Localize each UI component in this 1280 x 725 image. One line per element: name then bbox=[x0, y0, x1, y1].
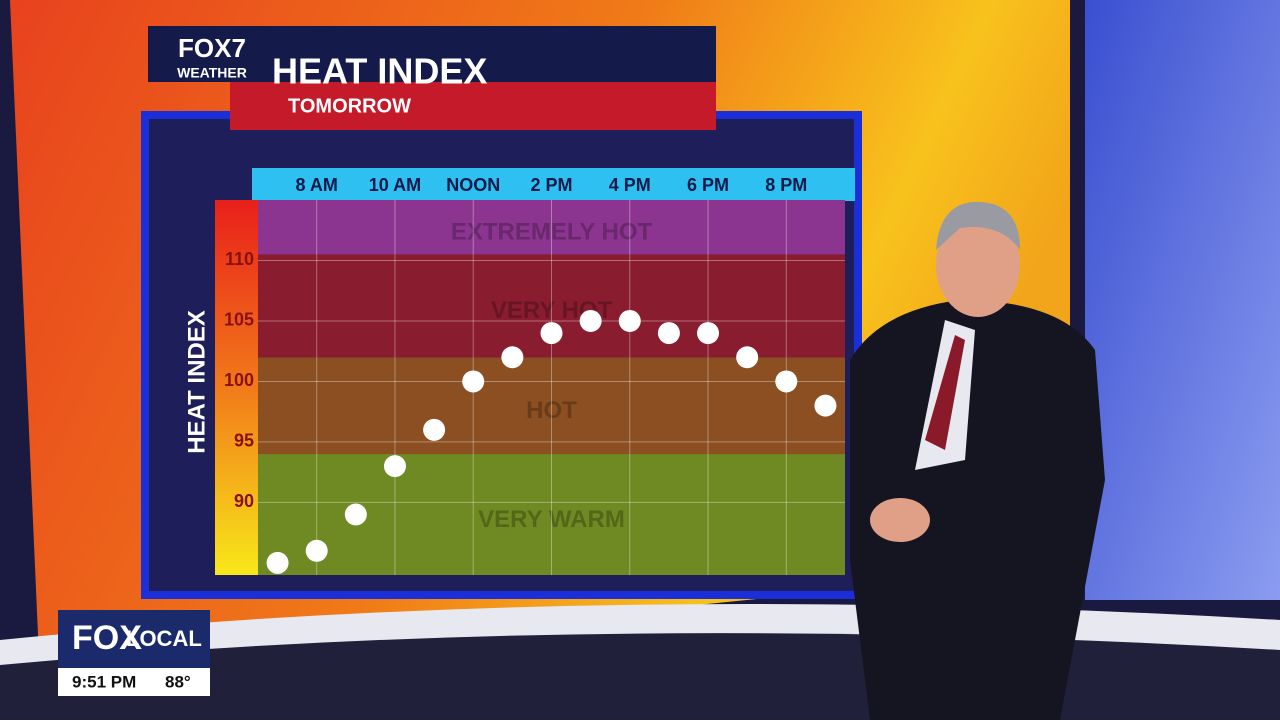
x-tick-label: 10 AM bbox=[369, 175, 421, 195]
zone-label: HOT bbox=[526, 397, 577, 424]
zone-label: EXTREMELY HOT bbox=[451, 219, 653, 246]
bug-bottom bbox=[58, 668, 210, 696]
bug-time: 9:51 PM bbox=[72, 672, 136, 691]
x-tick-label: 2 PM bbox=[530, 175, 572, 195]
side-screen bbox=[1085, 0, 1280, 600]
x-tick-label: 8 PM bbox=[765, 175, 807, 195]
y-tick-label: 90 bbox=[234, 491, 254, 511]
title-bar bbox=[148, 26, 716, 82]
point bbox=[814, 394, 837, 417]
chart-subtitle: TOMORROW bbox=[288, 95, 411, 117]
subtitle-bar bbox=[230, 82, 716, 130]
y-tick-label: 110 bbox=[225, 249, 254, 269]
x-tick-label: NOON bbox=[446, 175, 500, 195]
bug-temp: 88° bbox=[165, 672, 191, 691]
y-tick-label: 105 bbox=[224, 310, 254, 330]
point bbox=[736, 346, 759, 369]
y-tick-label: 100 bbox=[224, 370, 254, 390]
x-tick-label: 8 AM bbox=[296, 175, 338, 195]
point bbox=[383, 455, 406, 478]
point bbox=[697, 322, 720, 345]
bug-brand: FOX bbox=[72, 619, 142, 657]
point bbox=[305, 539, 328, 562]
bug-sub: LOCAL bbox=[126, 626, 202, 651]
point bbox=[775, 370, 798, 393]
logo-sub: WEATHER bbox=[177, 65, 247, 81]
y-axis-title: HEAT INDEX bbox=[183, 310, 210, 454]
point bbox=[501, 346, 524, 369]
hour-bar bbox=[252, 168, 855, 201]
point bbox=[579, 309, 602, 332]
presenter bbox=[850, 201, 1105, 720]
zone bbox=[258, 357, 845, 455]
zone-label: VERY WARM bbox=[478, 506, 625, 533]
scale-strip bbox=[215, 200, 258, 575]
x-tick-label: 6 PM bbox=[687, 175, 729, 195]
point bbox=[618, 309, 641, 332]
zone bbox=[258, 200, 845, 255]
point bbox=[462, 370, 485, 393]
point bbox=[423, 418, 446, 441]
point bbox=[266, 551, 289, 574]
y-tick-label: 95 bbox=[234, 431, 254, 451]
chart-title: HEAT INDEX bbox=[272, 51, 487, 92]
point bbox=[540, 322, 563, 345]
point bbox=[657, 322, 680, 345]
bug-top bbox=[58, 610, 210, 668]
x-tick-label: 4 PM bbox=[609, 175, 651, 195]
point bbox=[344, 503, 367, 526]
logo-brand: FOX7 bbox=[178, 33, 246, 63]
